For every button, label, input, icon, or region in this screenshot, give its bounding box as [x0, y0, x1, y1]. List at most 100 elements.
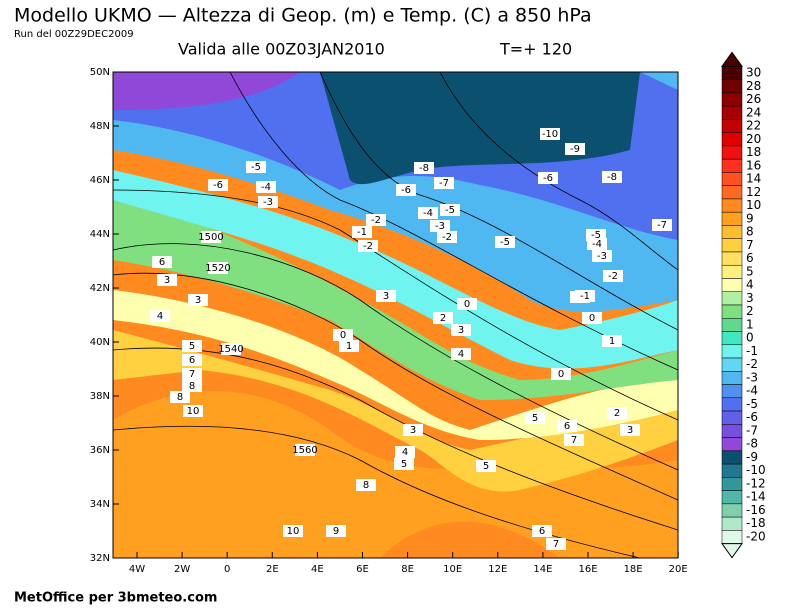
contour-label: -4 — [592, 239, 602, 250]
colorbar-swatch — [721, 490, 743, 505]
contour-label: 7 — [553, 539, 559, 550]
lon-label: 20E — [669, 564, 688, 575]
contour-label-box — [495, 236, 515, 248]
contour-label: -5 — [591, 230, 601, 241]
colorbar-label: 4 — [746, 278, 754, 292]
contour-label-box — [603, 270, 623, 282]
colorbar-swatch — [721, 172, 743, 186]
contour-label-box — [602, 335, 622, 347]
contour-label-box — [396, 184, 416, 196]
contour-label-box — [457, 298, 477, 310]
contour-label-box — [437, 231, 457, 243]
contour-label-box — [476, 460, 496, 472]
contour-label-box — [395, 446, 415, 458]
lon-label: 6E — [356, 564, 369, 575]
contour-label-box — [182, 340, 202, 352]
colorbar-label: 6 — [746, 251, 754, 265]
lon-label: 14E — [533, 564, 552, 575]
colorbar-swatch — [721, 463, 743, 478]
colorbar-swatch — [721, 79, 743, 94]
lon-label: 8E — [401, 564, 414, 575]
contour-label-box — [525, 412, 545, 424]
contour-label-box — [201, 231, 221, 243]
lon-label: 10E — [443, 564, 462, 575]
contour-label-box — [592, 250, 612, 262]
colorbar-swatch — [721, 503, 743, 518]
contour-label-box — [451, 348, 471, 360]
contour-label: 7 — [571, 435, 577, 446]
contour-label-box — [258, 196, 278, 208]
contour-label: -6 — [543, 173, 553, 184]
colorbar-swatch — [721, 318, 743, 332]
contour-label: 4 — [157, 311, 163, 322]
contour-label: 6 — [564, 421, 570, 432]
contour-label-box — [366, 214, 386, 226]
contour-label-box — [356, 479, 376, 491]
contour-label-box — [283, 525, 303, 537]
colorbar-label: -14 — [746, 490, 766, 504]
colorbar-swatch — [721, 251, 743, 266]
contour-label: -1 — [580, 291, 590, 302]
contour-label: 1500 — [198, 232, 223, 243]
contour-label: -3 — [597, 251, 607, 262]
lat-label: 44N — [90, 229, 110, 240]
contour-label: 1540 — [218, 344, 243, 355]
contour-label-box — [532, 525, 552, 537]
contour-label-box — [430, 220, 450, 232]
colorbar-swatch — [721, 344, 743, 359]
lat-label: 38N — [90, 391, 110, 402]
colorbar-label: 26 — [746, 92, 761, 106]
plot-frame — [112, 71, 679, 559]
colorbar-swatch — [721, 132, 743, 147]
contour-label-box — [433, 312, 453, 324]
colorbar-label: 8 — [746, 225, 754, 239]
run-label: Run del 00Z29DEC2009 — [14, 29, 134, 40]
contour-label: -2 — [363, 241, 373, 252]
lon-label: 16E — [578, 564, 597, 575]
contour-label: 8 — [363, 480, 369, 491]
lat-label: 50N — [90, 67, 110, 78]
colorbar-swatch — [721, 238, 743, 253]
title: Modello UKMO — Altezza di Geop. (m) e Te… — [14, 5, 592, 27]
colorbar-arrow-top — [721, 51, 743, 67]
contour-label-box — [352, 226, 372, 238]
contour-label: 0 — [589, 313, 595, 324]
contour-label-box — [157, 274, 177, 286]
colorbar-label: -5 — [746, 397, 758, 411]
colorbar-label: 10 — [746, 198, 761, 212]
contour-label-box — [403, 424, 423, 436]
colorbar-swatch — [721, 410, 743, 425]
contour-label: 10 — [187, 406, 200, 417]
colorbar-label: -20 — [746, 530, 766, 544]
contour-label: 10 — [287, 526, 300, 537]
contour-label-box — [652, 219, 672, 231]
contour-label: -10 — [542, 129, 558, 140]
contour-label-box — [208, 179, 228, 191]
contour-label: -4 — [423, 208, 433, 219]
contour-label-box — [333, 329, 353, 341]
lon-label: 2E — [266, 564, 279, 575]
colorbar-label: 18 — [746, 145, 761, 159]
contour-label-box — [326, 525, 346, 537]
colorbar-label: 30 — [746, 66, 761, 80]
contour-label: 5 — [483, 461, 489, 472]
contour-label: -6 — [213, 180, 223, 191]
colorbar-swatch — [721, 397, 743, 412]
colorbar-label: 16 — [746, 158, 761, 172]
colorbar-swatch — [721, 384, 743, 399]
lon-label: 4W — [129, 564, 145, 575]
colorbar-label: 1 — [746, 317, 754, 331]
colorbar-label: -8 — [746, 437, 758, 451]
contour-label: 6 — [159, 257, 165, 268]
colorbar-label: 7 — [746, 238, 754, 252]
contour-label: -7 — [439, 178, 449, 189]
colorbar-swatch — [721, 530, 743, 544]
contour-label-box — [434, 177, 454, 189]
contour-label-box — [414, 162, 434, 174]
colorbar-label: 0 — [746, 331, 754, 345]
contour-label: 8 — [177, 392, 183, 403]
colorbar-label: -6 — [746, 410, 758, 424]
contour-label: 8 — [189, 381, 195, 392]
contour-label: 6 — [189, 355, 195, 366]
